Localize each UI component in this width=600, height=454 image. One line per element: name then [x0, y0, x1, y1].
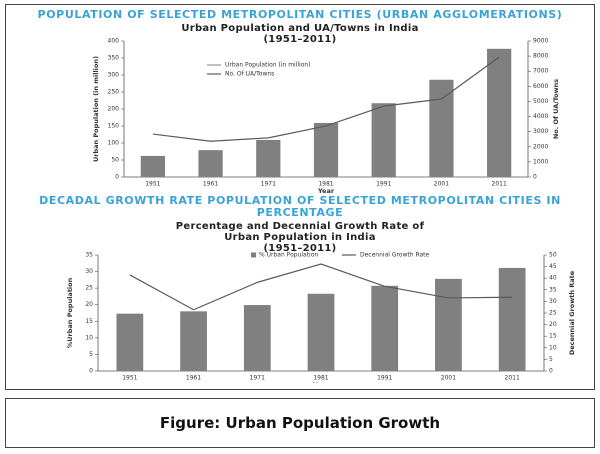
y-tick-label: 5 [89, 351, 93, 358]
y-tick-label: 100 [108, 140, 120, 147]
y2-axis-title: No. Of UA/Towns [552, 79, 560, 139]
x-tick-label: 2001 [441, 375, 456, 382]
bar [307, 293, 335, 371]
y2-tick-label: 40 [549, 275, 557, 282]
line-series [129, 263, 513, 311]
section-heading: POPULATION OF SELECTED METROPOLITAN CITI… [37, 8, 563, 21]
bar [487, 48, 512, 177]
x-tick-label: 1981 [318, 181, 333, 188]
y2-tick-label: 15 [549, 333, 557, 340]
bar [498, 267, 526, 371]
y2-tick-label: 35 [549, 286, 557, 293]
line-series [152, 56, 500, 142]
y-tick-label: 10 [85, 334, 93, 341]
chart-block: POPULATION OF SELECTED METROPOLITAN CITI… [6, 5, 594, 196]
bar [116, 313, 144, 371]
bar [140, 155, 165, 177]
y-tick-label: 20 [85, 301, 93, 308]
y2-tick-label: 0 [533, 174, 537, 181]
x-tick-label: 2001 [434, 181, 449, 188]
y2-tick-label: 10 [549, 344, 557, 351]
y-tick-label: 50 [111, 157, 119, 164]
legend-swatch [251, 252, 256, 258]
chart-title: Percentage and Decennial Growth Rate of … [175, 221, 425, 243]
y2-tick-label: 2000 [533, 143, 548, 150]
y-tick-label: 35 [85, 252, 93, 259]
y-tick-label: 400 [108, 38, 120, 45]
y-tick-label: 350 [108, 55, 120, 62]
y-tick-label: 200 [108, 106, 120, 113]
bar [435, 278, 462, 371]
y2-tick-label: 5000 [533, 98, 548, 105]
legend-label: % Urban Population [259, 252, 318, 259]
y2-tick-label: 45 [549, 263, 557, 270]
chart: 0 5 10 15 20 25 30 35 0 5 10 15 20 25 30 35 40 45 50 1951 19… [66, 252, 576, 390]
chart-area: 0 50 100 150 200 250 300 350 400 0 1000 2000 3000 400… [6, 21, 594, 196]
legend-label: Decennial Growth Rate [360, 252, 430, 259]
x-tick-label: 1981 [313, 375, 328, 382]
x-tick-label: 2011 [505, 375, 520, 382]
y-tick-label: 25 [85, 285, 93, 292]
bar [371, 285, 399, 371]
x-tick-label: 1961 [186, 375, 201, 382]
bar [256, 139, 281, 177]
y-tick-label: 0 [89, 368, 93, 375]
bar [371, 103, 396, 177]
y2-tick-label: 25 [549, 310, 557, 317]
x-axis-title: Year [312, 381, 330, 383]
y2-tick-label: 7000 [533, 68, 548, 75]
y2-tick-label: 1000 [533, 158, 548, 165]
y-axis-title: %Urban Population [66, 277, 74, 348]
caption: Figure: Urban Population Growth [5, 398, 595, 448]
chart-block: DECADAL GROWTH RATE POPULATION OF SELECT… [6, 193, 594, 390]
chart: 0501001502002503003504000100020003000400… [92, 38, 560, 196]
title-box: Urban Population and UA/Towns in India (1… [150, 23, 450, 45]
y2-tick-label: 20 [549, 321, 557, 328]
y2-tick-label: 9000 [533, 38, 548, 45]
x-tick-label: 1951 [145, 181, 160, 188]
y-tick-label: 15 [85, 318, 93, 325]
section-heading: DECADAL GROWTH RATE POPULATION OF SELECT… [39, 194, 561, 219]
y-tick-label: 300 [108, 72, 120, 79]
y-tick-label: 0 [115, 174, 119, 181]
title-box: Percentage and Decennial Growth Rate of … [175, 221, 425, 254]
y2-tick-label: 50 [549, 252, 557, 259]
y-axis-title: Urban Population (in million) [92, 56, 100, 162]
x-axis-title: Year [317, 187, 335, 193]
y2-tick-label: 6000 [533, 83, 548, 90]
y2-tick-label: 4000 [533, 113, 548, 120]
x-tick-label: 1971 [261, 181, 276, 188]
y2-tick-label: 5 [549, 356, 553, 363]
bar [429, 79, 454, 177]
bar [243, 305, 271, 371]
chart-area: 0 5 10 15 20 25 30 35 0 5 10 15 20 25 30 35 40 45 50 1951 19… [6, 219, 594, 390]
legend-label: No. Of UA/Towns [225, 71, 274, 78]
chart-subtitle: (1951–2011) [263, 243, 337, 254]
y2-tick-label: 8000 [533, 53, 548, 60]
chart-title: Urban Population and UA/Towns in India [181, 23, 419, 34]
figure-frame: POPULATION OF SELECTED METROPOLITAN CITI… [5, 4, 595, 390]
x-tick-label: 1991 [376, 181, 391, 188]
x-tick-label: 1961 [203, 181, 218, 188]
y2-axis-title: Decennial Growth Rate [568, 270, 576, 355]
y-tick-label: 150 [108, 123, 120, 130]
bar [198, 150, 223, 177]
x-tick-label: 1971 [250, 375, 265, 382]
y-tick-label: 250 [108, 89, 120, 96]
x-tick-label: 1951 [122, 375, 137, 382]
chart-subtitle: (1951–2011) [263, 34, 337, 45]
bar [180, 311, 207, 371]
x-tick-label: 2011 [492, 181, 507, 188]
bar [313, 122, 339, 177]
y2-tick-label: 30 [549, 298, 557, 305]
y2-tick-label: 0 [549, 368, 553, 375]
x-tick-label: 1991 [377, 375, 392, 382]
y2-tick-label: 3000 [533, 128, 548, 135]
legend-label: Urban Population (in million) [225, 62, 311, 69]
y-tick-label: 30 [85, 268, 93, 275]
